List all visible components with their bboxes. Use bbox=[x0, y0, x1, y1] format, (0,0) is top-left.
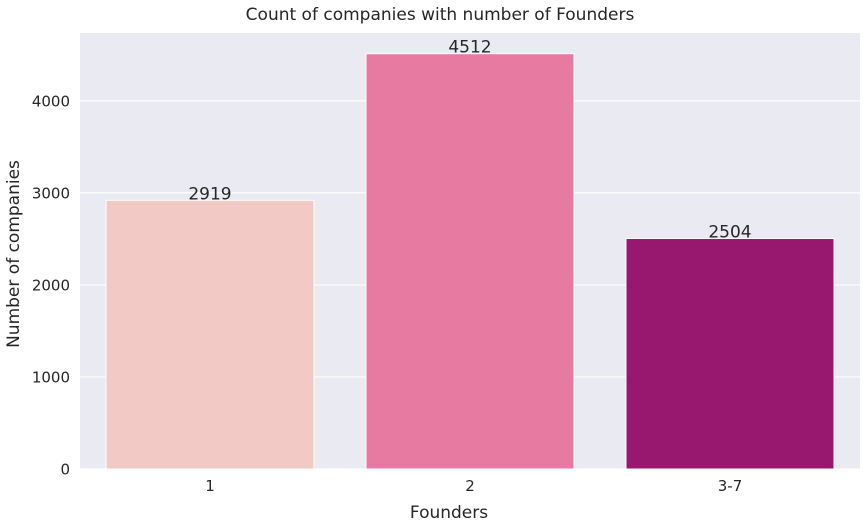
x-axis-ticks: 1 2 3-7 bbox=[205, 477, 742, 495]
bars bbox=[105, 53, 835, 470]
x-tick-label: 2 bbox=[465, 477, 475, 495]
y-tick-label: 4000 bbox=[32, 92, 70, 110]
x-tick-label: 3-7 bbox=[718, 477, 743, 495]
bar-value-label: 2919 bbox=[188, 184, 231, 204]
bar-data-labels: 2919 4512 2504 bbox=[188, 38, 751, 243]
y-tick-label: 3000 bbox=[32, 184, 70, 202]
y-axis-label: Number of companies bbox=[4, 160, 24, 348]
bar-3-7 bbox=[625, 238, 835, 470]
bar-value-label: 4512 bbox=[448, 38, 491, 58]
y-axis-ticks: 0 1000 2000 3000 4000 bbox=[32, 92, 70, 478]
y-tick-label: 2000 bbox=[32, 276, 70, 294]
x-axis-label: Founders bbox=[410, 503, 488, 523]
x-tick-label: 1 bbox=[205, 477, 215, 495]
y-tick-label: 1000 bbox=[32, 368, 70, 386]
chart-title: Count of companies with number of Founde… bbox=[246, 5, 635, 25]
bar-2 bbox=[365, 53, 575, 470]
bar-1 bbox=[105, 199, 315, 470]
y-tick-label: 0 bbox=[60, 461, 70, 479]
bar-value-label: 2504 bbox=[708, 223, 751, 243]
